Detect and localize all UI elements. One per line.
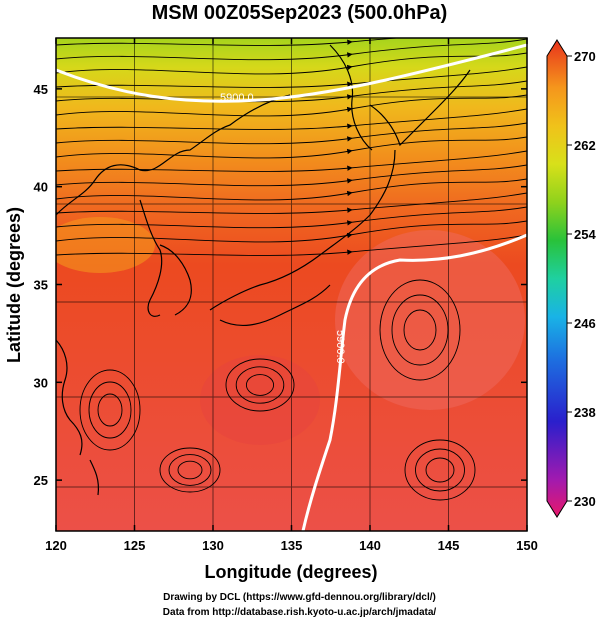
streamline	[56, 178, 527, 201]
streamline	[56, 94, 527, 117]
y-tick-label: 25	[34, 473, 48, 488]
y-tick-label: 35	[34, 278, 48, 293]
circulation-streamline	[403, 309, 437, 351]
credit-drawing: Drawing by DCL (https://www.gfd-dennou.o…	[163, 592, 436, 603]
streamline	[56, 108, 527, 130]
streamline	[56, 136, 527, 159]
contour-label: 5900.0	[220, 92, 254, 104]
streamline	[56, 66, 527, 88]
streamline	[56, 192, 527, 214]
x-axis-ticks: 120 125 130 135 140 145 150	[45, 38, 538, 553]
colorbar-tick-label: 254	[574, 227, 596, 242]
geopotential-contour-south	[301, 233, 527, 531]
circulation-streamline	[79, 369, 141, 451]
y-tick-label: 30	[34, 375, 48, 390]
x-tick-label: 130	[202, 538, 224, 553]
streamline	[56, 38, 527, 61]
streamline	[56, 150, 527, 172]
streamline	[56, 80, 527, 103]
x-tick-label: 140	[359, 538, 381, 553]
circulation-streamline	[391, 294, 449, 366]
x-axis-label: Longitude (degrees)	[204, 562, 377, 582]
circulation-streamline	[379, 279, 461, 381]
y-axis-ticks: 25 30 35 40 45	[34, 82, 527, 488]
streamline	[56, 234, 527, 256]
colorbar-tick-label: 262	[574, 138, 596, 153]
x-tick-label: 150	[516, 538, 538, 553]
colorbar-tick-label: 246	[574, 316, 596, 331]
streamline	[56, 122, 527, 145]
circulation-streamline	[225, 358, 295, 412]
circulation-streamline	[404, 439, 476, 501]
streamline	[56, 206, 527, 229]
circulation-streamline	[245, 374, 275, 396]
map-title: MSM 00Z05Sep2023 (500.0hPa)	[151, 2, 448, 24]
x-tick-label: 120	[45, 538, 67, 553]
colorbar-tick-label: 238	[574, 405, 596, 420]
y-axis-label: Latitude (degrees)	[4, 207, 24, 363]
circulation-streamline	[235, 366, 285, 404]
circulation-streamline	[168, 454, 212, 486]
streamline	[56, 164, 527, 187]
colorbar: 270 262 254 246 238 230	[546, 39, 596, 518]
colorbar-tick-label: 230	[574, 494, 596, 509]
circulation-streamline	[88, 381, 132, 439]
y-tick-label: 45	[34, 82, 48, 97]
geopotential-contour-north	[56, 43, 527, 103]
coastlines	[56, 44, 471, 496]
credit-data: Data from http://database.rish.kyoto-u.a…	[162, 607, 437, 618]
x-tick-label: 145	[438, 538, 460, 553]
circulation-streamline	[415, 448, 465, 492]
circulation-streamline	[97, 393, 123, 427]
x-tick-label: 125	[124, 538, 146, 553]
circulation-streamline	[159, 447, 221, 493]
y-tick-label: 40	[34, 180, 48, 195]
contour-label: 5900.0	[334, 330, 346, 364]
streamline	[56, 220, 527, 243]
x-tick-label: 135	[281, 538, 303, 553]
circulation-streamline	[425, 457, 455, 483]
streamline	[56, 38, 403, 46]
circulation-streamline	[177, 460, 203, 480]
colorbar-tick-label: 270	[574, 49, 596, 64]
